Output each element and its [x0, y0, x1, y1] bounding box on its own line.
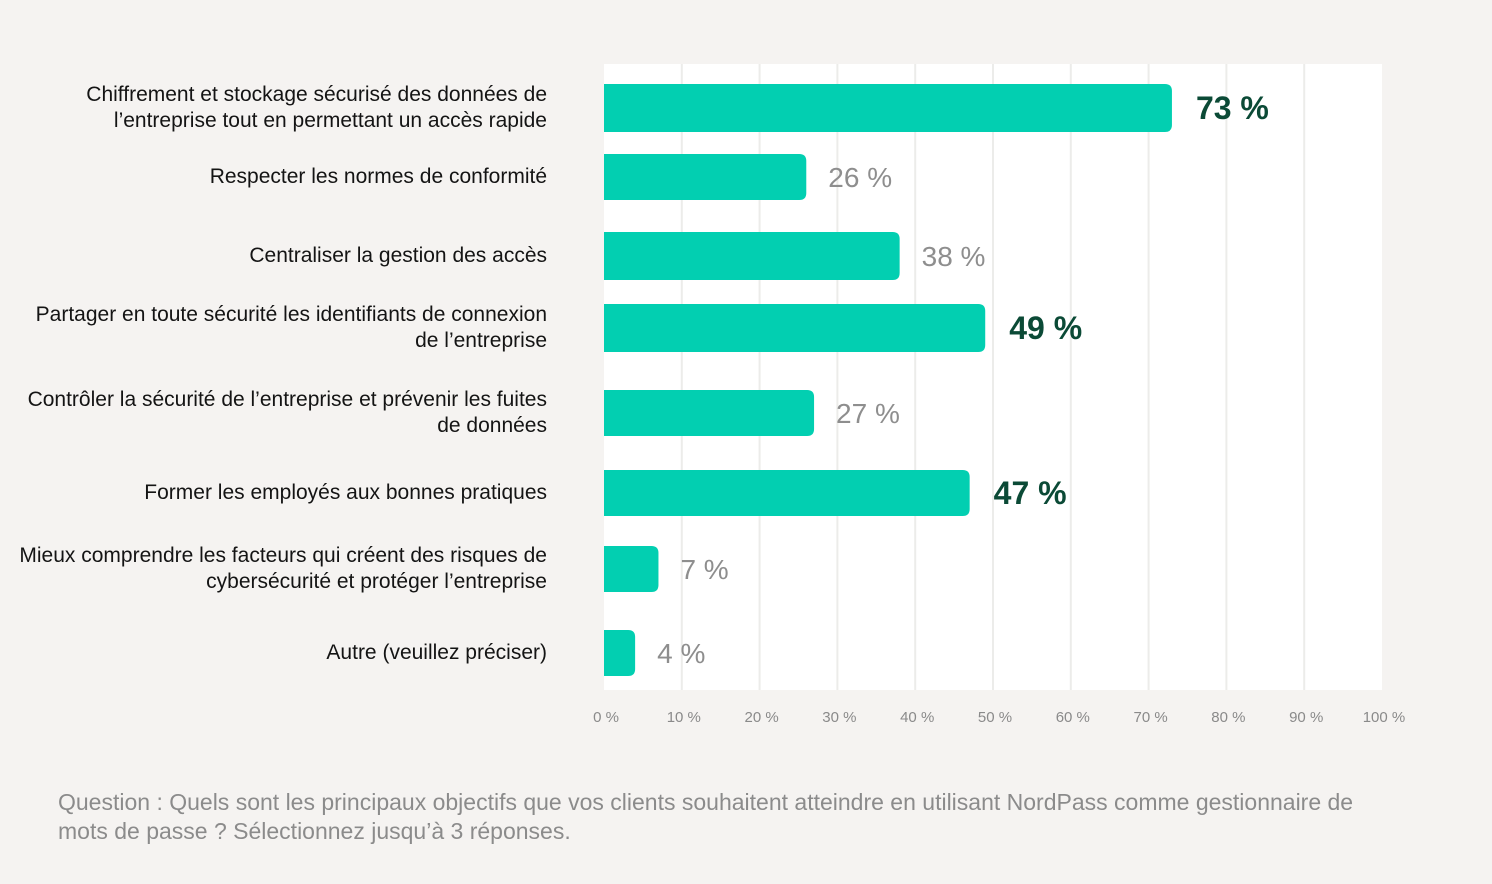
bar [604, 84, 1172, 132]
question-note: Question : Quels sont les principaux obj… [58, 789, 1354, 844]
x-tick-label: 60 % [1056, 709, 1090, 726]
category-label: Mieux comprendre les facteurs qui créent… [19, 544, 547, 593]
x-tick-label: 30 % [822, 709, 856, 726]
x-tick-label: 0 % [593, 709, 619, 726]
x-tick-label: 20 % [744, 709, 778, 726]
bar [604, 546, 659, 592]
value-label: 49 % [1009, 310, 1082, 346]
category-label: Contrôler la sécurité de l’entreprise et… [27, 388, 547, 437]
bar [604, 304, 986, 352]
category-label: Respecter les normes de conformité [209, 165, 547, 188]
category-label: Partager en toute sécurité les identifia… [35, 303, 547, 352]
value-label: 7 % [680, 554, 728, 585]
x-tick-label: 80 % [1211, 709, 1245, 726]
category-label: Autre (veuillez préciser) [326, 641, 547, 664]
bar [604, 470, 970, 516]
value-label: 27 % [836, 398, 900, 429]
value-label: 47 % [994, 475, 1067, 511]
x-tick-label: 40 % [900, 709, 934, 726]
bar [604, 154, 807, 200]
x-tick-label: 70 % [1133, 709, 1167, 726]
value-label: 73 % [1196, 90, 1269, 126]
bar [604, 390, 815, 436]
category-label: Former les employés aux bonnes pratiques [144, 481, 547, 504]
bar-chart: 0 % 10 % 20 % 30 % 40 % 50 % 60 % 70 % 80 % 90 % 1… [593, 64, 1406, 726]
x-tick-label: 50 % [978, 709, 1012, 726]
value-label: 38 % [922, 241, 986, 272]
category-label: Chiffrement et stockage sécurisé des don… [86, 83, 547, 132]
category-label: Centraliser la gestion des accès [249, 244, 547, 267]
value-label: 4 % [657, 638, 705, 669]
value-label: 26 % [828, 162, 892, 193]
x-tick-label: 10 % [667, 709, 701, 726]
bar [604, 232, 900, 280]
bar [604, 630, 636, 676]
x-tick-label: 100 % [1363, 709, 1406, 726]
x-tick-label: 90 % [1289, 709, 1323, 726]
